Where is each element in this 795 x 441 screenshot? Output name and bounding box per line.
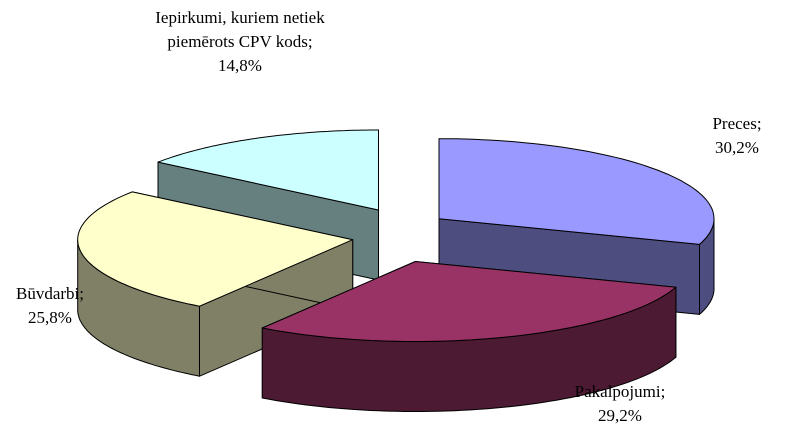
value-label: 25,8%	[28, 308, 72, 327]
slice	[261, 261, 677, 342]
slice	[157, 129, 379, 211]
category-label: Iepirkumi, kuriem netiek piemērots CPV k…	[155, 8, 325, 51]
category-label: Pakalpojumi;	[574, 382, 666, 401]
category-label: Būvdarbi;	[16, 284, 84, 303]
data-label: Iepirkumi, kuriem netiek piemērots CPV k…	[150, 6, 330, 78]
value-label: 14,8%	[218, 56, 262, 75]
value-label: 30,2%	[715, 138, 759, 157]
category-label: Preces;	[712, 114, 762, 133]
data-label: Būvdarbi; 25,8%	[0, 282, 110, 330]
value-label: 29,2%	[598, 406, 642, 425]
slice	[77, 191, 354, 307]
data-label: Pakalpojumi; 29,2%	[540, 380, 700, 428]
data-label: Preces; 30,2%	[662, 112, 795, 160]
slice	[438, 138, 715, 245]
